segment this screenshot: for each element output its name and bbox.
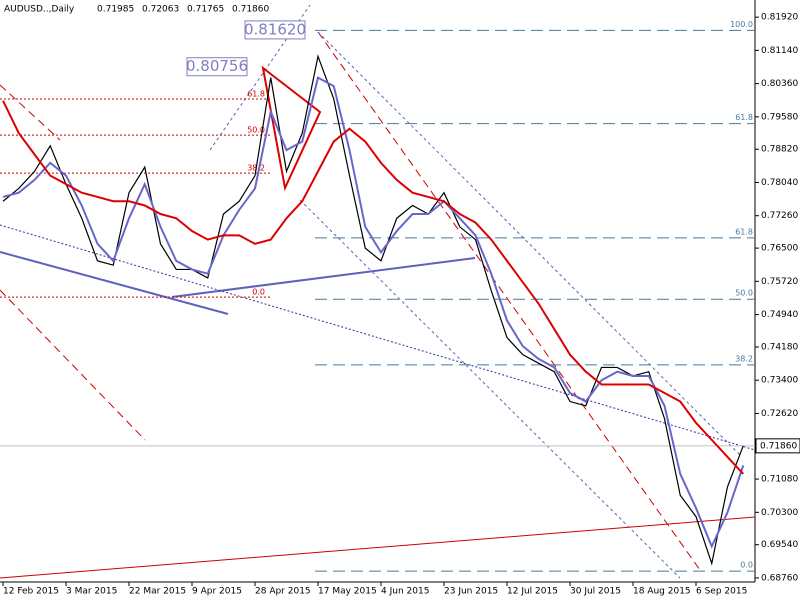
trend-line — [317, 31, 701, 571]
fib-label: 50.0 — [247, 126, 265, 135]
x-tick-label: 6 Sep 2015 — [696, 587, 747, 597]
y-tick-label: 0.73400 — [761, 376, 798, 386]
trend-line — [299, 199, 681, 579]
triangle — [261, 65, 322, 192]
x-tick-label: 3 Mar 2015 — [66, 587, 117, 597]
price-line — [2, 76, 745, 549]
last-price-box — [755, 438, 800, 454]
y-tick-label: 0.74180 — [761, 342, 798, 352]
y-tick-label: 0.77260 — [761, 211, 798, 221]
trend-line — [0, 84, 61, 141]
price-line — [2, 100, 744, 475]
x-tick-label: 30 Jul 2015 — [570, 587, 621, 597]
x-tick-label: 28 Apr 2015 — [255, 587, 311, 597]
ohlc-value: 0.72063 — [142, 5, 179, 15]
trend-line — [0, 224, 756, 451]
fib-label: 50.0 — [735, 289, 753, 298]
y-tick-label: 0.75720 — [761, 277, 798, 287]
y-tick-label: 0.69540 — [761, 540, 798, 550]
x-tick-label: 18 Aug 2015 — [633, 587, 691, 597]
y-tick-label: 0.71080 — [761, 475, 798, 485]
y-tick-label: 0.79580 — [761, 112, 798, 122]
fib-label: 0.0 — [740, 561, 753, 570]
price-box — [186, 57, 248, 77]
x-tick-label: 9 Apr 2015 — [192, 587, 242, 597]
trend-line — [171, 257, 476, 298]
y-tick-label: 0.76500 — [761, 244, 798, 254]
fib-label: 61.8 — [735, 113, 753, 122]
fib-label: 38.2 — [735, 354, 753, 363]
y-tick-label: 0.78820 — [761, 145, 798, 155]
ohlc-value: 0.71860 — [232, 5, 269, 15]
x-tick-label: 12 Jul 2015 — [507, 587, 558, 597]
y-tick-label: 0.81140 — [761, 46, 798, 56]
y-tick-label: 0.81920 — [761, 13, 798, 23]
y-tick-label: 0.78040 — [761, 178, 798, 188]
y-tick-label: 0.68760 — [761, 573, 798, 583]
x-tick-label: 22 Mar 2015 — [129, 587, 186, 597]
x-tick-label: 12 Feb 2015 — [3, 587, 59, 597]
price-box-label: 0.80756 — [186, 57, 248, 75]
price-line — [2, 54, 744, 566]
fib-label: 61.8 — [247, 89, 265, 98]
fib-label: 100.0 — [730, 20, 753, 29]
x-tick-label: 23 Jun 2015 — [444, 587, 498, 597]
ohlc-value: 0.71765 — [187, 5, 224, 15]
fib-label: 61.8 — [735, 227, 753, 236]
fib-label: 0.0 — [252, 288, 265, 297]
symbol-title: AUDUSD..,Daily — [4, 5, 75, 15]
price-box-label: 0.81620 — [244, 20, 306, 38]
x-tick-label: 17 May 2015 — [318, 587, 377, 597]
y-tick-label: 0.80360 — [761, 79, 798, 89]
y-tick-label: 0.74940 — [761, 310, 798, 320]
trend-line — [0, 289, 146, 441]
y-tick-label: 0.72620 — [761, 409, 798, 419]
y-tick-label: 0.70300 — [761, 508, 798, 518]
last-price-label: 0.71860 — [760, 441, 797, 451]
trend-line — [0, 251, 229, 315]
price-box — [244, 20, 306, 40]
ohlc-value: 0.71985 — [97, 5, 134, 15]
x-tick-label: 4 Jun 2015 — [381, 587, 429, 597]
